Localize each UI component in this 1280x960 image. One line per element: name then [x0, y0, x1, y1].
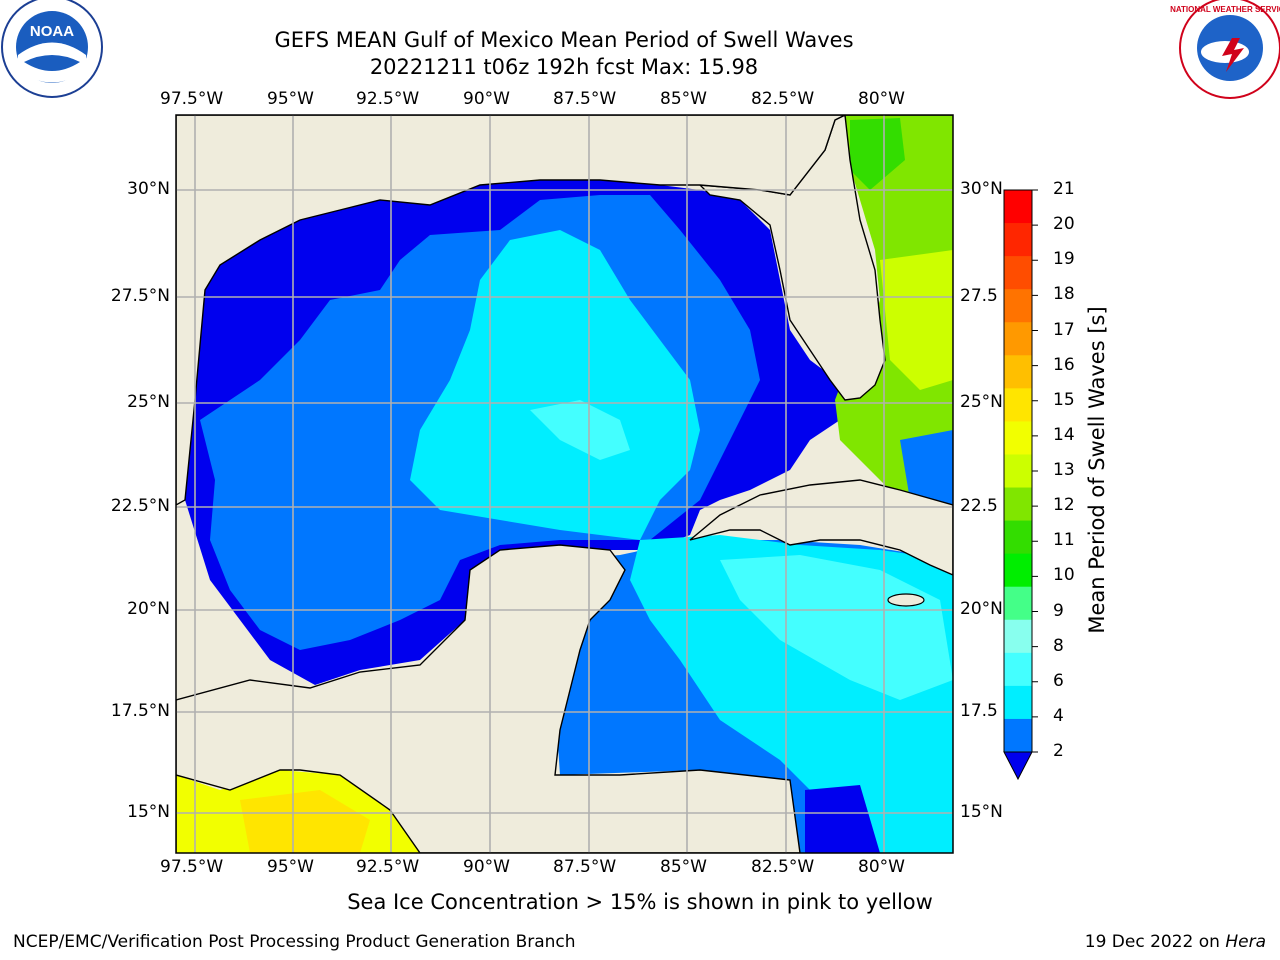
colorbar-tick-label: 10	[1053, 565, 1075, 586]
colorbar-tick-label: 9	[1053, 600, 1064, 621]
colorbar	[1003, 189, 1038, 781]
jamaica-land	[887, 593, 925, 607]
colorbar-tick-label: 17	[1053, 319, 1075, 340]
lat-label-right: 20°N	[960, 599, 1003, 619]
lon-label-bottom: 90°W	[463, 857, 510, 877]
lat-label-left: 27.5°N	[110, 286, 170, 306]
lon-label-bottom: 82.5°W	[751, 857, 815, 877]
lon-label-bottom: 92.5°W	[356, 857, 420, 877]
colorbar-tick-label: 18	[1053, 284, 1075, 305]
colorbar-swatch	[1004, 586, 1032, 621]
colorbar-swatch	[1004, 289, 1032, 323]
sea-ice-note: Sea Ice Concentration > 15% is shown in …	[347, 890, 933, 914]
lon-label-bottom: 85°W	[660, 857, 707, 877]
gulf-water-cyan	[410, 230, 700, 540]
atlantic-water-green	[850, 118, 905, 190]
caribbean-water-dark	[805, 785, 880, 853]
colorbar-tick-label: 16	[1053, 354, 1075, 375]
atlantic-water-yellowgreen	[880, 250, 953, 390]
colorbar-tick-label: 11	[1053, 530, 1075, 551]
caribbean-water-lightcyan	[720, 555, 953, 700]
lat-label-right: 22.5	[960, 496, 998, 516]
colorbar-tick-label: 4	[1053, 705, 1064, 726]
lat-label-left: 20°N	[127, 599, 170, 619]
colorbar-tick-label: 20	[1053, 214, 1075, 235]
lat-label-left: 30°N	[127, 179, 170, 199]
colorbar-swatch	[1004, 619, 1032, 654]
map-frame	[175, 114, 954, 854]
lat-label-right: 25°N	[960, 392, 1003, 412]
lon-label-bottom: 95°W	[267, 857, 314, 877]
lon-label-top: 87.5°W	[553, 89, 617, 109]
bahamas-channel-blue	[900, 430, 953, 505]
lon-label-top: 97.5°W	[160, 89, 224, 109]
colorbar-tick-label: 6	[1053, 670, 1064, 691]
credit-line: NCEP/EMC/Verification Post Processing Pr…	[13, 932, 576, 952]
colorbar-swatch	[1004, 355, 1032, 389]
colorbar-tick-label: 13	[1053, 460, 1075, 480]
colorbar-tick-label: 8	[1053, 635, 1064, 656]
colorbar-swatch	[1004, 388, 1032, 422]
lon-label-top: 82.5°W	[751, 89, 815, 109]
colorbar-swatch	[1004, 421, 1032, 455]
colorbar-tick-label: 21	[1053, 179, 1075, 199]
date-text: 19 Dec 2022 on	[1084, 932, 1220, 952]
colorbar-swatch	[1004, 223, 1032, 257]
lat-label-right: 17.5	[960, 701, 998, 721]
lat-label-right: 27.5	[960, 286, 998, 306]
north-gulf-land	[176, 115, 953, 506]
colorbar-tick-label: 14	[1053, 424, 1075, 445]
lat-label-left: 17.5°N	[110, 701, 170, 721]
colorbar-extend-arrow	[1003, 751, 1033, 781]
lat-label-left: 22.5°N	[110, 496, 170, 516]
lon-label-top: 95°W	[267, 89, 314, 109]
gulf-water-lightcyan	[530, 400, 630, 460]
noaa-logo-text: NOAA	[30, 23, 74, 40]
sea-ice-gold	[240, 790, 370, 853]
date-stamp: 19 Dec 2022 on Hera	[1085, 932, 1266, 952]
machine-name: Hera	[1225, 932, 1266, 952]
lon-label-bottom: 97.5°W	[160, 857, 224, 877]
lat-label-left: 25°N	[127, 392, 170, 412]
colorbar-swatch	[1004, 190, 1032, 224]
lat-label-right: 30°N	[960, 179, 1003, 199]
graticule	[176, 115, 953, 853]
chart-title: GEFS MEAN Gulf of Mexico Mean Period of …	[274, 28, 854, 52]
colorbar-swatch	[1004, 454, 1032, 489]
map-panel	[176, 115, 953, 853]
lon-label-bottom: 80°W	[858, 857, 905, 877]
colorbar-tick-label: 2	[1053, 741, 1064, 761]
colorbar-label: Mean Period of Swell Waves [s]	[1085, 306, 1109, 634]
lat-label-left: 15°N	[127, 802, 170, 822]
nws-logo-text: NATIONAL WEATHER SERVICE	[1170, 5, 1280, 14]
colorbar-swatch	[1004, 553, 1032, 588]
colorbar-swatch	[1004, 256, 1032, 290]
colorbar-swatch	[1004, 322, 1032, 356]
colorbar-swatch	[1004, 718, 1032, 753]
lon-label-top: 80°W	[858, 89, 905, 109]
nws-logo: NATIONAL WEATHER SERVICE	[1170, 0, 1280, 99]
lat-label-right: 15°N	[960, 802, 1003, 822]
colorbar-swatch	[1004, 652, 1032, 687]
colorbar-swatch	[1004, 520, 1032, 555]
noaa-logo: NOAA	[1, 0, 103, 98]
lon-label-bottom: 87.5°W	[553, 857, 617, 877]
colorbar-swatch	[1004, 685, 1032, 720]
chart-subtitle: 20221211 t06z 192h fcst Max: 15.98	[369, 55, 759, 79]
cuba-land	[689, 479, 953, 576]
lon-label-top: 92.5°W	[356, 89, 420, 109]
colorbar-swatch	[1004, 487, 1032, 522]
colorbar-tick-label: 19	[1053, 249, 1075, 270]
colorbar-tick-label: 12	[1053, 495, 1075, 516]
yucatan-land	[176, 544, 801, 853]
lon-label-top: 90°W	[463, 89, 510, 109]
lon-label-top: 85°W	[660, 89, 707, 109]
colorbar-tick-label: 15	[1053, 389, 1075, 410]
